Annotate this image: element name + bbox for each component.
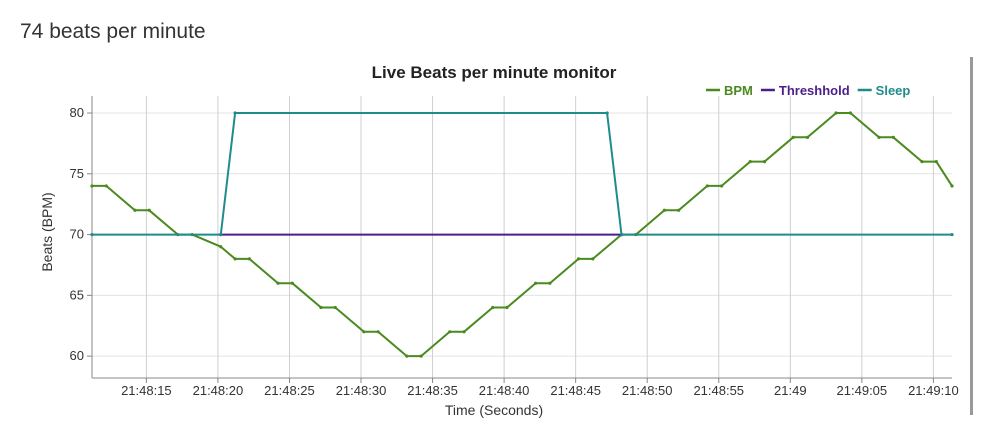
data-point-bpm (762, 160, 767, 164)
data-point-bpm (104, 184, 108, 188)
data-point-bpm (805, 135, 810, 139)
chart-legend: BPM Threshhold Sleep (706, 83, 910, 98)
data-point-sleep (950, 232, 954, 237)
x-tick-label: 21:49:10 (908, 383, 959, 398)
data-point-sleep (619, 232, 624, 237)
chart-axes: 60 65 70 75 80 21:48:15 21:48:20 21:48:25 21:48:… (70, 96, 959, 398)
legend-label-threshhold: Threshhold (779, 83, 850, 98)
page-heading: 74 beats per minute (20, 20, 206, 43)
data-point-bpm (591, 257, 595, 261)
panel-divider (970, 57, 973, 415)
data-point-bpm (276, 281, 280, 285)
x-axis-label: Time (Seconds) (445, 402, 543, 418)
x-tick-label: 21:48:40 (479, 383, 530, 398)
x-tick-label: 21:48:25 (264, 383, 315, 398)
y-axis-label: Beats (BPM) (39, 192, 55, 271)
data-point-bpm (891, 135, 895, 139)
data-point-bpm (319, 305, 323, 310)
data-point-bpm (705, 184, 709, 188)
series-line-bpm (92, 112, 953, 358)
y-tick-label: 75 (70, 166, 84, 181)
y-tick-label: 65 (70, 287, 84, 302)
x-tick-label: 21:48:20 (193, 383, 244, 398)
x-tick-label: 21:48:35 (407, 383, 458, 398)
data-point-bpm (791, 135, 795, 139)
data-point-bpm (576, 257, 581, 261)
y-tick-label: 70 (70, 227, 84, 242)
x-tick-label: 21:48:30 (336, 383, 387, 398)
data-point-bpm (333, 305, 337, 310)
data-point-bpm (848, 111, 853, 115)
data-point-sleep (605, 111, 609, 115)
data-point-sleep (90, 232, 94, 237)
legend-label-bpm: BPM (724, 83, 753, 98)
data-point-bpm (950, 184, 954, 188)
chart-series (90, 111, 954, 358)
chart-title: Live Beats per minute monitor (372, 63, 617, 82)
data-point-bpm (290, 281, 294, 285)
x-tick-label: 21:48:50 (622, 383, 673, 398)
series-line-sleep (92, 112, 952, 236)
data-point-bpm (133, 208, 137, 212)
data-point-bpm (548, 281, 552, 285)
data-point-bpm (677, 208, 681, 212)
data-point-bpm (419, 354, 423, 358)
data-point-bpm (533, 281, 538, 285)
x-tick-label: 21:48:15 (121, 383, 172, 398)
chart-grid (92, 96, 952, 378)
x-tick-label: 21:48:55 (693, 383, 744, 398)
data-point-bpm (720, 184, 724, 188)
data-point-bpm (920, 160, 924, 164)
x-tick-label: 21:49 (774, 383, 807, 398)
x-tick-label: 21:49:05 (837, 383, 888, 398)
data-point-sleep (233, 111, 237, 115)
data-point-bpm (505, 305, 509, 310)
data-point-bpm (462, 330, 466, 334)
data-point-bpm (362, 330, 366, 334)
data-point-bpm (934, 160, 938, 164)
data-point-bpm (877, 135, 881, 139)
data-point-bpm (233, 257, 237, 261)
y-tick-label: 80 (70, 105, 84, 120)
data-point-bpm (219, 245, 223, 249)
data-point-bpm (376, 330, 380, 334)
data-point-bpm (834, 111, 838, 115)
data-point-bpm (90, 184, 94, 188)
data-point-bpm (662, 208, 666, 212)
data-point-bpm (247, 257, 252, 261)
x-tick-label: 21:48:45 (550, 383, 601, 398)
data-point-bpm (748, 160, 752, 164)
data-point-bpm (448, 330, 452, 334)
data-point-sleep (219, 232, 223, 237)
data-point-bpm (491, 305, 495, 310)
y-tick-label: 60 (70, 348, 84, 363)
legend-label-sleep: Sleep (876, 83, 911, 98)
data-point-bpm (405, 354, 409, 358)
data-point-bpm (147, 208, 151, 212)
